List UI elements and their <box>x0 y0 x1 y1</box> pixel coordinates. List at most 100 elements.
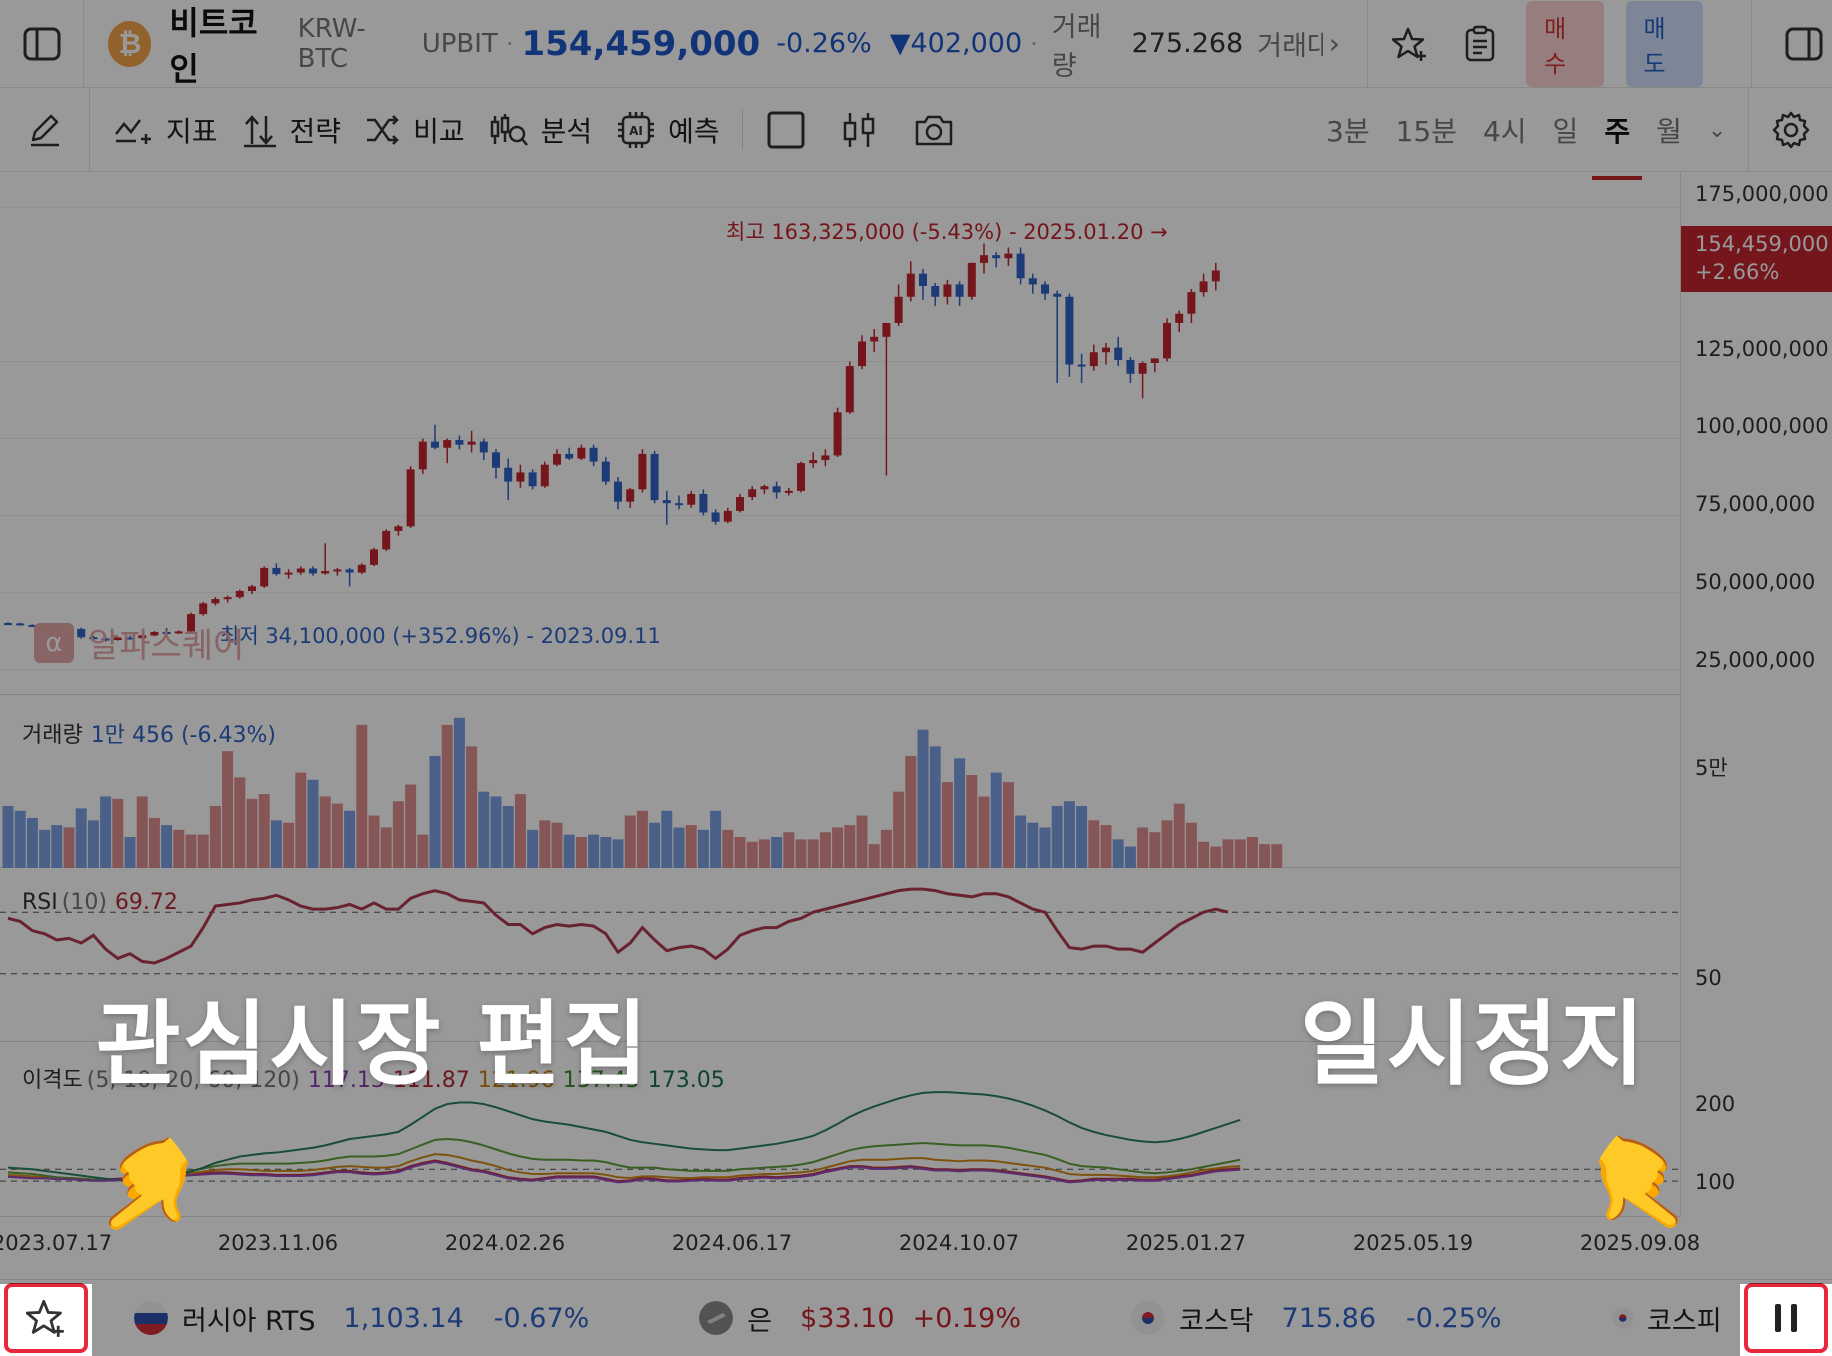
candle[interactable] <box>357 563 366 575</box>
coin-name[interactable]: 비트코인 <box>169 3 258 88</box>
candle[interactable] <box>260 566 269 588</box>
toggle-left-panel-button[interactable] <box>0 0 85 88</box>
volume-bar[interactable] <box>405 784 417 868</box>
disparity-line[interactable] <box>7 1160 1241 1184</box>
volume-bar[interactable] <box>844 825 856 868</box>
volume-bar[interactable] <box>1246 837 1258 868</box>
rsi-pane[interactable]: RSI (10) 69.72 <box>0 868 1680 1042</box>
candle[interactable] <box>431 424 439 450</box>
candle[interactable] <box>1163 318 1171 362</box>
volume-bar[interactable] <box>1185 822 1197 868</box>
volume-bar[interactable] <box>832 827 844 868</box>
favorite-button[interactable] <box>1382 14 1438 74</box>
volume-bar[interactable] <box>1124 846 1136 868</box>
analysis-button[interactable]: 분석 <box>489 110 592 150</box>
candle[interactable] <box>394 524 403 536</box>
volume-bar[interactable] <box>368 815 380 868</box>
candle[interactable] <box>638 449 647 493</box>
volume-bar[interactable] <box>136 796 148 868</box>
candle[interactable] <box>455 435 464 450</box>
candle[interactable] <box>504 458 513 501</box>
volume-bar[interactable] <box>783 832 795 868</box>
volume-bar[interactable] <box>612 839 624 868</box>
candle[interactable] <box>479 438 488 461</box>
volume-bar[interactable] <box>185 834 197 868</box>
disparity-pane[interactable]: 이격도 (5, 10, 20, 60, 120) 117.13 111.87 121.9… <box>0 1042 1680 1217</box>
volume-bar[interactable] <box>380 827 392 868</box>
volume-bar[interactable] <box>807 839 819 868</box>
candle[interactable] <box>211 597 220 606</box>
volume-bar[interactable] <box>710 810 722 868</box>
candle[interactable] <box>614 477 622 510</box>
candle[interactable] <box>980 243 988 274</box>
volume-pane[interactable]: 거래량 1만 456 (-6.43%) <box>0 695 1680 868</box>
candle[interactable] <box>931 282 940 307</box>
candle[interactable] <box>784 487 793 496</box>
chevron-right-icon[interactable]: › <box>1328 27 1340 60</box>
volume-bar[interactable] <box>14 810 26 868</box>
candle[interactable] <box>516 464 525 488</box>
volume-bar[interactable] <box>197 834 209 868</box>
candle[interactable] <box>1175 310 1184 333</box>
candle[interactable] <box>1114 336 1123 367</box>
rsi-line[interactable] <box>7 887 1229 965</box>
volume-bar[interactable] <box>344 810 356 868</box>
screenshot-button[interactable] <box>913 112 967 148</box>
volume-bar[interactable] <box>1063 801 1075 868</box>
volume-bar[interactable] <box>917 729 929 868</box>
candle[interactable] <box>1089 344 1098 371</box>
volume-bar[interactable] <box>905 755 917 868</box>
volume-bar[interactable] <box>551 822 563 868</box>
candle[interactable] <box>272 563 281 576</box>
volume-bar[interactable] <box>356 724 368 868</box>
candle[interactable] <box>919 269 927 300</box>
candle[interactable] <box>406 466 415 528</box>
volume-chart[interactable] <box>0 695 1680 868</box>
timeframe-3min[interactable]: 3분 <box>1326 115 1370 148</box>
volume-bar[interactable] <box>209 806 221 868</box>
volume-bar[interactable] <box>856 815 868 868</box>
volume-bar[interactable] <box>234 777 246 868</box>
candle[interactable] <box>906 261 915 302</box>
volume-bar[interactable] <box>673 827 685 868</box>
timeframe-day[interactable]: 일 <box>1552 115 1579 148</box>
volume-bar[interactable] <box>514 794 526 868</box>
volume-bar[interactable] <box>39 829 51 868</box>
notes-button[interactable] <box>1452 14 1508 74</box>
volume-bar[interactable] <box>100 796 112 868</box>
candle[interactable] <box>992 252 1001 268</box>
candle[interactable] <box>1016 247 1025 285</box>
volume-bar[interactable] <box>868 844 880 868</box>
settings-button[interactable] <box>1748 87 1832 172</box>
volume-bar[interactable] <box>563 834 575 868</box>
volume-bar[interactable] <box>283 822 295 868</box>
volume-bar[interactable] <box>1088 820 1100 868</box>
candle[interactable] <box>382 529 391 551</box>
volume-bar[interactable] <box>941 782 953 868</box>
ticker-item[interactable]: 은 $33.10 +0.19% <box>699 1299 1021 1338</box>
volume-bar[interactable] <box>478 791 490 868</box>
candle[interactable] <box>467 430 476 453</box>
strategy-button[interactable]: 전략 <box>242 110 341 150</box>
volume-bar[interactable] <box>1039 827 1051 868</box>
volume-bar[interactable] <box>1002 782 1014 868</box>
volume-bar[interactable] <box>51 825 63 868</box>
candle[interactable] <box>309 566 317 576</box>
candle[interactable] <box>772 481 781 499</box>
candle-style-button[interactable] <box>841 111 889 149</box>
volume-bar[interactable] <box>148 817 160 868</box>
candle[interactable] <box>199 601 208 616</box>
timeframe-month[interactable]: 월 <box>1656 115 1682 148</box>
volume-bar[interactable] <box>112 798 124 868</box>
candle[interactable] <box>1102 342 1110 365</box>
sell-button[interactable]: 매도 <box>1625 0 1703 87</box>
candle[interactable] <box>443 438 452 464</box>
volume-bar[interactable] <box>649 822 661 868</box>
volume-bar[interactable] <box>1112 839 1124 868</box>
volume-bar[interactable] <box>966 775 978 868</box>
volume-bar[interactable] <box>1051 806 1063 868</box>
candle[interactable] <box>1077 353 1086 384</box>
volume-bar[interactable] <box>880 829 892 868</box>
volume-bar[interactable] <box>734 837 746 868</box>
disparity-line[interactable] <box>7 1138 1241 1182</box>
